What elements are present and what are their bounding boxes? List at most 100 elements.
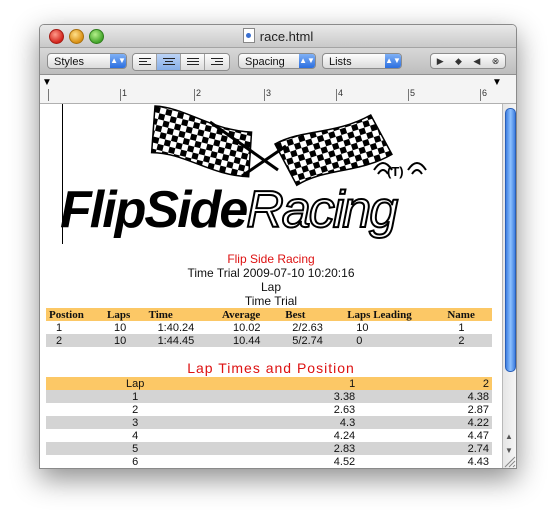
- table-cell: 4.52: [333, 455, 356, 468]
- logo-antenna-mark: (T): [387, 164, 404, 179]
- table-row: 1 3.38 4.38: [46, 390, 492, 403]
- resize-grip-icon[interactable]: [502, 454, 516, 468]
- laps-header-cell: Lap: [46, 377, 225, 390]
- table-cell: 5/2.74: [292, 334, 323, 347]
- results-header-cell: Average: [219, 308, 283, 321]
- table-cell: 2/2.63: [292, 321, 323, 334]
- logo-word-flipside: FlipSide: [60, 181, 248, 239]
- spacing-popup-arrow-icon: ▲▼: [299, 54, 315, 68]
- document-content[interactable]: (T) FlipSideRacing Flip Side Racing Time…: [40, 104, 502, 468]
- logo-word-racing: Racing: [245, 180, 399, 240]
- results-header-cell: Laps Leading: [344, 308, 445, 321]
- align-right-button[interactable]: [205, 54, 229, 70]
- styles-popup[interactable]: Styles ▲▼: [47, 53, 127, 69]
- table-cell: 4.43: [467, 455, 489, 468]
- table-cell: 2: [132, 403, 139, 416]
- session-info: Time Trial 2009-07-10 10:20:16: [187, 266, 355, 280]
- table-cell: 3: [132, 416, 139, 429]
- mode-label: Lap: [260, 280, 282, 294]
- lists-popup-arrow-icon: ▲▼: [385, 54, 401, 68]
- ruler-number: 2: [196, 88, 202, 98]
- ruler-number: 3: [266, 88, 272, 98]
- text-cursor: [62, 104, 63, 244]
- tab-center-icon[interactable]: ⊗: [491, 55, 500, 66]
- table-cell: 3.38: [333, 390, 356, 403]
- checkered-flags-icon: [150, 105, 427, 187]
- table-cell: 10: [114, 334, 127, 347]
- table-row: 2 10 1:44.45 10.44 5/2.74 0 2: [46, 334, 492, 347]
- results-header-cell: Best: [282, 308, 345, 321]
- table-cell: 1: [458, 321, 465, 334]
- tab-stop-controls: ▶ ◆ ◀ ⊗: [430, 53, 506, 69]
- lap-times-heading: Lap Times and Position: [187, 360, 355, 376]
- tab-decimal-icon[interactable]: ◆: [455, 55, 462, 66]
- ruler-number: 5: [410, 88, 416, 98]
- table-row: 4 4.24 4.47: [46, 429, 492, 442]
- table-cell: 10: [356, 321, 369, 334]
- table-cell: 5: [132, 442, 139, 455]
- table-cell: 2: [458, 334, 465, 347]
- align-justify-button[interactable]: [181, 54, 205, 70]
- table-cell: 4.47: [467, 429, 489, 442]
- table-cell: 10: [114, 321, 127, 334]
- scroll-thumb[interactable]: [505, 108, 516, 372]
- zoom-button[interactable]: [89, 29, 104, 44]
- align-left-button[interactable]: [133, 54, 157, 70]
- vertical-scrollbar[interactable]: ▲ ▼: [502, 104, 516, 468]
- format-toolbar: Styles ▲▼ Spacing ▲▼ Lists ▲▼ ▶: [40, 48, 516, 75]
- table-cell: 10.44: [233, 334, 261, 347]
- table-cell: 1: [56, 321, 63, 334]
- minimize-button[interactable]: [69, 29, 84, 44]
- table-cell: 1:40.24: [157, 321, 195, 334]
- table-cell: 2.74: [467, 442, 489, 455]
- spacing-label: Spacing: [245, 56, 285, 68]
- laps-header-cell: 1: [224, 377, 359, 390]
- table-row: 3 4.3 4.22: [46, 416, 492, 429]
- table-cell: 4.24: [333, 429, 356, 442]
- table-cell: 4.22: [467, 416, 489, 429]
- table-cell: 2: [56, 334, 63, 347]
- scroll-down-arrow-icon[interactable]: ▼: [505, 446, 513, 455]
- results-table: Postion Laps Time Average Best Laps Lead…: [46, 308, 492, 347]
- table-cell: 6: [132, 455, 139, 468]
- table-row: 2 2.63 2.87: [46, 403, 492, 416]
- table-cell: 0: [356, 334, 363, 347]
- laps-header-cell: 2: [358, 377, 492, 390]
- styles-popup-arrow-icon: ▲▼: [110, 54, 126, 68]
- html-document-icon: [242, 28, 255, 43]
- table-cell: 4: [132, 429, 139, 442]
- lists-popup[interactable]: Lists ▲▼: [322, 53, 402, 69]
- race-name: Flip Side Racing: [227, 252, 315, 266]
- spacing-popup[interactable]: Spacing ▲▼: [238, 53, 316, 69]
- results-header-cell: Time: [145, 308, 220, 321]
- ruler-number: 6: [482, 88, 488, 98]
- styles-label: Styles: [54, 56, 84, 68]
- ruler-number: 4: [338, 88, 344, 98]
- table-cell: 1:44.45: [157, 334, 195, 347]
- align-center-button[interactable]: [157, 54, 181, 70]
- close-button[interactable]: [49, 29, 64, 44]
- alignment-control: [132, 53, 230, 71]
- table-cell: 2.87: [467, 403, 489, 416]
- window-title: race.html: [40, 28, 516, 44]
- results-header-cell: Name: [444, 308, 492, 321]
- results-header-row: Postion Laps Time Average Best Laps Lead…: [46, 308, 492, 321]
- document-window: race.html Styles ▲▼ Spacing ▲▼: [39, 24, 517, 469]
- table-cell: 2.83: [333, 442, 356, 455]
- table-row: 1 10 1:40.24 10.02 2/2.63 10 1: [46, 321, 492, 334]
- right-margin-icon[interactable]: ▼: [492, 77, 502, 88]
- ruler[interactable]: ▼ ▼ 1 2 3 4 5 6: [40, 75, 516, 104]
- tab-right-icon[interactable]: ◀: [473, 55, 481, 66]
- table-cell: 1: [132, 390, 139, 403]
- table-cell: 10.02: [233, 321, 261, 334]
- logo-wordmark: FlipSideRacing: [60, 180, 480, 240]
- flip-side-racing-logo: (T) FlipSideRacing: [60, 104, 480, 249]
- scroll-up-arrow-icon[interactable]: ▲: [505, 432, 513, 441]
- ruler-number: 1: [122, 88, 128, 98]
- title-bar[interactable]: race.html: [40, 25, 516, 48]
- first-line-indent-icon[interactable]: ▼: [42, 77, 52, 88]
- tab-left-icon[interactable]: ▶: [436, 55, 444, 66]
- lists-label: Lists: [329, 56, 352, 68]
- results-header-cell: Postion: [46, 308, 105, 321]
- results-header-cell: Laps: [104, 308, 146, 321]
